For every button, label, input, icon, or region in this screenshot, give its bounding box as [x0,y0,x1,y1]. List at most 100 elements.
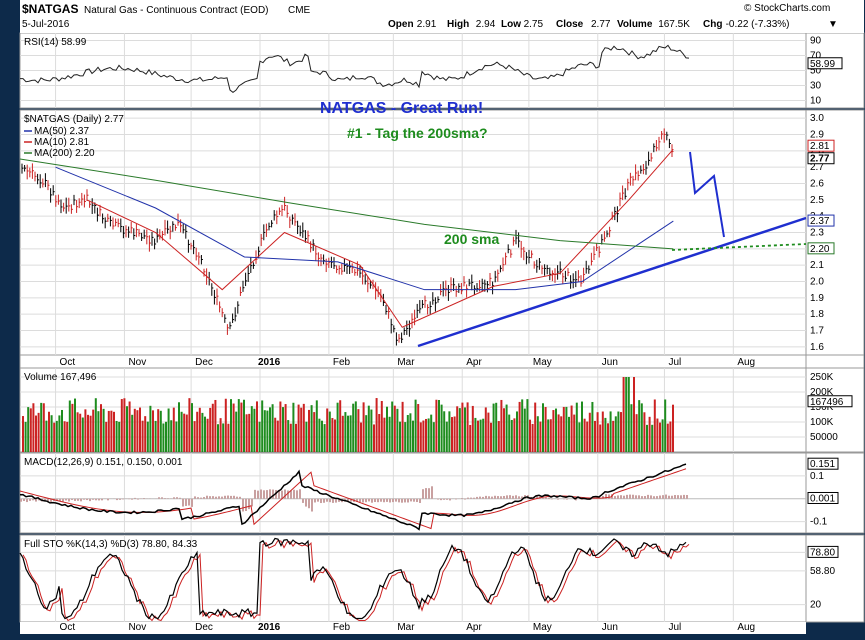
header-name: Natural Gas - Continuous Contract (EOD) [84,5,269,16]
month-label: Nov [128,357,146,368]
macd-hist-bar [83,498,85,500]
watermark: © StockCharts.com [744,3,830,14]
macd-hist-bar [347,498,349,502]
month-label: Feb [333,357,351,368]
volume-bar [612,420,615,452]
macd-hist-bar [233,495,235,499]
volume-bar [115,420,118,452]
month-label: Dec [195,357,213,368]
macd-hist-bar [443,498,445,500]
macd-hist-bar [479,496,481,499]
volume-bar [326,408,329,452]
price-tick: 2.0 [810,277,824,288]
volume-bar [417,404,420,452]
month-label-bottom: 2016 [258,622,281,633]
month-label-bottom: May [533,622,552,633]
macd-hist-bar [668,495,670,499]
volume-bar [68,400,71,452]
volume-bar [479,419,482,452]
volume-bar [544,407,547,452]
volume-tick: 100K [810,417,834,428]
macd-hist-bar [26,498,28,503]
macd-hist-bar [470,497,472,499]
volume-bar [209,407,212,452]
macd-hist-bar [275,489,277,499]
volume-bar [581,401,583,452]
header-symbol: $NATGAS [22,2,78,16]
macd-hist-bar [659,495,661,499]
macd-hist-bar [293,489,295,499]
volume-bar [461,402,464,452]
macd-hist-bar [50,498,52,502]
header-exchange: CME [288,5,311,16]
macd-hist-bar [44,498,46,502]
volume-bar [279,401,282,452]
macd-hist-bar [551,498,553,500]
macd-hist-bar [179,497,181,499]
volume-bar [219,418,222,452]
volume-bar [425,418,427,452]
volume-bar [336,402,339,452]
volume-bar [466,402,469,452]
volume-bar [263,410,266,452]
macd-hist-bar [683,494,685,499]
price-right-box [807,139,835,152]
volume-bar [141,420,144,452]
volume-bar [321,420,323,452]
macd-hist-bar [383,498,385,503]
macd-hist-bar [20,498,22,502]
macd-hist-bar [122,498,124,500]
macd-hist-bar [62,498,64,502]
macd-hist-bar [641,496,643,499]
volume-bar [555,408,557,452]
volume-bar [248,413,251,452]
macd-hist-bar [455,498,457,500]
volume-bar [427,418,430,452]
volume-bar [531,423,534,452]
volume-bar [240,402,243,452]
volume-bar [162,423,165,452]
macd-hist-bar [617,495,619,499]
volume-label: Volume 167,496 [24,372,97,383]
volume-bar [183,413,186,452]
macd-hist-bar [497,496,499,499]
volume-bar [217,424,219,452]
volume-bar [469,424,472,452]
date-axis-right [805,354,865,369]
volume-bar [175,421,178,452]
price-right-label: 2.81 [810,141,830,152]
volume-bar [232,403,235,452]
macd-hist-bar [380,498,382,502]
volume-bar [159,410,162,452]
macd-hist-bar [671,495,673,499]
volume-bar [35,415,37,452]
volume-tick: 50000 [810,432,838,443]
volume-bar [198,407,201,452]
volume-bar [518,401,521,452]
volume-bar [443,411,446,452]
macd-hist-bar [98,498,100,501]
macd-hist-bar [29,498,31,501]
macd-hist-bar [89,498,91,502]
macd-hist-bar [59,498,61,502]
volume-bar [617,411,620,452]
volume-bar [224,398,227,452]
rsi-tick: 50 [810,66,822,77]
rsi-tick: 90 [810,36,822,47]
volume-bar [664,399,667,452]
macd-hist-bar [194,496,196,499]
macd-hist-bar [488,496,490,499]
header-close-value: 2.77 [591,19,611,30]
volume-bar [144,416,147,452]
volume-bar [448,411,451,452]
macd-hist-bar [491,496,493,499]
volume-tick: 250K [810,372,834,383]
macd-hist-bar [509,495,511,499]
volume-bar [607,423,609,452]
volume-bar [497,421,500,452]
volume-bar [638,400,641,452]
macd-hist-bar [419,498,421,503]
macd-hist-bar [266,490,268,499]
macd-hist-bar [362,498,364,503]
macd-hist-box [807,491,839,504]
